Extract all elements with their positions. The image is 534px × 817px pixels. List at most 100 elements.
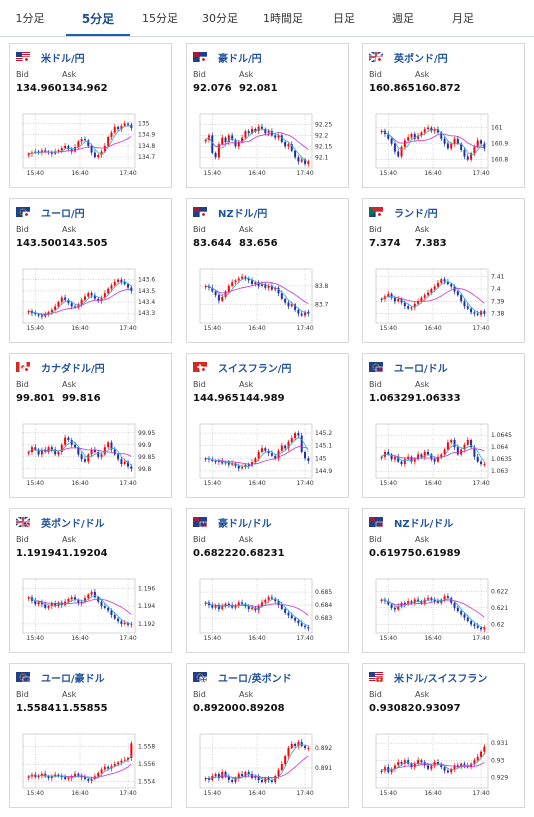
candle-body: [37, 151, 40, 153]
chart-area[interactable]: 135 134.9 134.8 134.7 15:40 16:40 17:40: [22, 112, 165, 180]
candle-body: [397, 456, 400, 462]
chart-area[interactable]: 83.8 83.7 15:40 16:40 17:40: [199, 267, 342, 335]
chart-area[interactable]: 0.685 0.684 0.683 15:40 16:40 17:40: [199, 577, 342, 645]
ask-label: Ask: [239, 535, 254, 544]
candle-body: [54, 306, 57, 310]
candle-body: [380, 599, 383, 601]
rate-card[interactable]: 英ポンド/ドル Bid Ask 1.19194 1.19204 1.196 1.194 1.1…: [9, 508, 172, 653]
pair-name[interactable]: スイスフラン/円: [218, 363, 292, 375]
pair-name[interactable]: 英ポンド/円: [394, 53, 448, 65]
chart-area[interactable]: 161 160.9 160.8 15:40 16:40 17:40: [375, 112, 518, 180]
candle-body: [224, 291, 227, 297]
y-tick-label: 143.4: [138, 299, 155, 306]
candle-body: [211, 287, 214, 292]
pair-name[interactable]: ユーロ/豪ドル: [41, 673, 105, 685]
bid-label: Bid: [16, 225, 29, 234]
candle-body: [280, 445, 283, 451]
tab-2[interactable]: 15分足: [142, 12, 178, 25]
rate-card[interactable]: ユーロ/豪ドル Bid Ask 1.55841 1.55855 1.558 1.556 1.5…: [9, 663, 172, 808]
chart-area[interactable]: 92.25 92.2 92.15 92.1 15:40 16:40 17:40: [199, 112, 342, 180]
x-tick-label: 17:40: [296, 635, 313, 642]
chart-area[interactable]: 1.558 1.556 1.554 15:40 16:40 17:40: [22, 732, 165, 800]
tab-5[interactable]: 日足: [333, 12, 355, 25]
pair-name[interactable]: NZドル/円: [218, 208, 268, 220]
card-title[interactable]: ユーロ/円: [16, 205, 85, 220]
tab-0[interactable]: 1分足: [15, 12, 45, 25]
card-title[interactable]: NZドル/円: [193, 205, 268, 220]
pair-name[interactable]: ユーロ/英ポンド: [218, 673, 292, 685]
chart-area[interactable]: 0.622 0.621 0.62 15:40 16:40 17:40: [375, 577, 518, 645]
y-tick-label: 160.9: [491, 141, 508, 148]
bid-value: 92.076: [193, 83, 232, 94]
rate-card[interactable]: 英ポンド/円 Bid Ask 160.865 160.872 161 160.9 160.8 1…: [362, 43, 525, 188]
card-title[interactable]: 豪ドル/円: [193, 50, 262, 65]
x-tick-label: 17:40: [472, 325, 489, 332]
candle-body: [307, 311, 310, 314]
pair-name[interactable]: 豪ドル/ドル: [218, 518, 272, 530]
card-title[interactable]: カナダドル/円: [16, 360, 105, 375]
card-title[interactable]: 英ポンド/ドル: [16, 515, 105, 530]
candle-body: [70, 440, 73, 445]
tab-1[interactable]: 5分足: [66, 0, 130, 36]
tab-7[interactable]: 月足: [452, 12, 474, 25]
candle-body: [93, 776, 96, 780]
rate-card[interactable]: 米ドル/円 Bid Ask 134.960 134.962 135 134.9 134.8 13…: [9, 43, 172, 188]
rate-card[interactable]: NZドル/円 Bid Ask 83.644 83.656 83.8 83.7 15:40 16:…: [186, 198, 349, 343]
pair-name[interactable]: 米ドル/円: [41, 53, 85, 65]
chart-area[interactable]: 143.6 143.5 143.4 143.3 15:40 16:40 17:40: [22, 267, 165, 335]
rate-card[interactable]: ランド/円 Bid Ask 7.374 7.383 7.41 7.4 7.39 7.38 15:4…: [362, 198, 525, 343]
pair-name[interactable]: ユーロ/円: [41, 208, 85, 220]
candle-body: [420, 601, 423, 603]
tab-4[interactable]: 1時間足: [263, 12, 303, 25]
rate-card[interactable]: 豪ドル/円 Bid Ask 92.076 92.081 92.25 92.2 92.15 92.…: [186, 43, 349, 188]
rate-card[interactable]: ユーロ/英ポンド Bid Ask 0.89200 0.89208 0.892 0.891 15…: [186, 663, 349, 808]
chart-area[interactable]: 145.2 145.1 145 144.9 15:40 16:40 17:40: [199, 422, 342, 490]
candle-body: [284, 608, 287, 613]
pair-name[interactable]: 米ドル/スイスフラン: [394, 673, 488, 685]
chart-area[interactable]: 1.196 1.194 1.192 15:40 16:40 17:40: [22, 577, 165, 645]
chart-area[interactable]: 7.41 7.4 7.39 7.38 15:40 16:40 17:40: [375, 267, 518, 335]
tab-6[interactable]: 週足: [392, 12, 414, 25]
card-title[interactable]: ユーロ/英ポンド: [193, 670, 292, 685]
pair-name[interactable]: 豪ドル/円: [218, 53, 262, 65]
x-tick-label: 17:40: [296, 480, 313, 487]
rate-card[interactable]: ユーロ/円 Bid Ask 143.500 143.505 143.6 143.5 143.4…: [9, 198, 172, 343]
tab-3[interactable]: 30分足: [202, 12, 238, 25]
moving-average-slow: [381, 762, 485, 771]
candle-body: [234, 280, 237, 283]
pair-name[interactable]: NZドル/ドル: [394, 518, 454, 530]
candle-body: [103, 447, 106, 455]
rate-card[interactable]: スイスフラン/円 Bid Ask 144.965 144.989 145.2 145.1 14…: [186, 353, 349, 498]
card-title[interactable]: 米ドル/円: [16, 50, 85, 65]
card-title[interactable]: スイスフラン/円: [193, 360, 292, 375]
chart-area[interactable]: 99.95 99.9 99.85 99.8 15:40 16:40 17:40: [22, 422, 165, 490]
candle-body: [470, 440, 473, 448]
rate-card[interactable]: カナダドル/円 Bid Ask 99.801 99.816 99.95 99.9 99.85 9…: [9, 353, 172, 498]
card-title[interactable]: 米ドル/スイスフラン: [369, 670, 488, 685]
candle-body: [427, 765, 430, 769]
bid-value: 0.89200: [193, 703, 239, 714]
card-title[interactable]: 英ポンド/円: [369, 50, 448, 65]
moving-average-slow: [28, 447, 132, 457]
card-title[interactable]: 豪ドル/ドル: [193, 515, 272, 530]
pair-name[interactable]: 英ポンド/ドル: [41, 518, 105, 530]
pair-name[interactable]: ユーロ/ドル: [394, 363, 448, 375]
pair-name[interactable]: カナダドル/円: [41, 363, 105, 375]
candle-body: [130, 124, 133, 129]
card-title[interactable]: NZドル/ドル: [369, 515, 454, 530]
chart-area[interactable]: 0.892 0.891 15:40 16:40 17:40: [199, 732, 342, 800]
rate-card[interactable]: 豪ドル/ドル Bid Ask 0.68222 0.68231 0.685 0.684 0.68…: [186, 508, 349, 653]
chart-area[interactable]: 0.931 0.93 0.929 15:40 16:40 17:40: [375, 732, 518, 800]
card-title[interactable]: ユーロ/ドル: [369, 360, 448, 375]
x-tick-label: 17:40: [472, 170, 489, 177]
card-title[interactable]: ランド/円: [369, 205, 438, 220]
rate-card[interactable]: 米ドル/スイスフラン Bid Ask 0.93082 0.93097 0.931 0.93 0…: [362, 663, 525, 808]
candle-body: [423, 452, 426, 457]
candle-body: [387, 134, 390, 139]
rate-card[interactable]: NZドル/ドル Bid Ask 0.61975 0.61989 0.622 0.621 0.6…: [362, 508, 525, 653]
card-title[interactable]: ユーロ/豪ドル: [16, 670, 105, 685]
chart-area[interactable]: 1.0645 1.064 1.0635 1.063 15:40 16:40 17:40: [375, 422, 518, 490]
candle-body: [460, 143, 463, 150]
pair-name[interactable]: ランド/円: [394, 208, 438, 220]
rate-card[interactable]: ユーロ/ドル Bid Ask 1.06329 1.06333 1.0645 1.064 1.0…: [362, 353, 525, 498]
